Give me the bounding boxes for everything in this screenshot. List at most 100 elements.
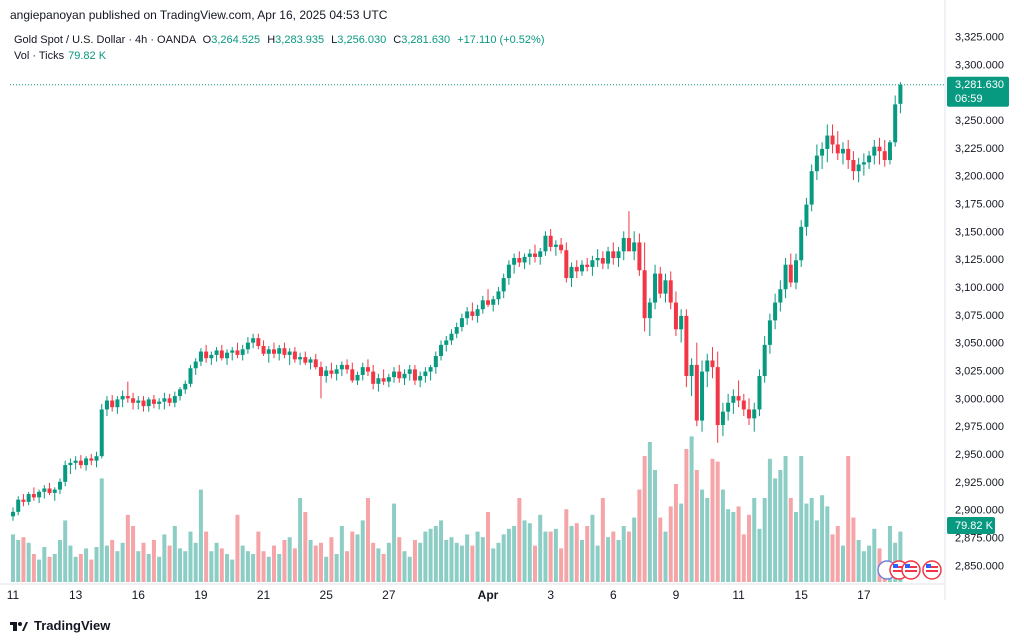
volume-bar [407, 556, 412, 582]
candle-body [11, 511, 15, 517]
candle [99, 403, 104, 459]
volume-legend: Vol · Ticks 79.82 K [14, 50, 106, 62]
price-tick-label: 3,200.000 [955, 171, 1004, 183]
volume-bar [867, 545, 872, 582]
event-markers[interactable] [877, 560, 942, 580]
symbol-name[interactable]: Gold Spot / U.S. Dollar · 4h · OANDA [14, 34, 196, 46]
volume-bar [428, 528, 433, 582]
candle [882, 140, 887, 167]
volume-bar [21, 537, 26, 582]
candle [454, 322, 459, 339]
candle-body [214, 350, 219, 355]
volume-bar [710, 458, 715, 582]
volume-bar [621, 526, 626, 582]
candle-body [157, 401, 162, 404]
candle-body [104, 400, 109, 410]
candle-body [428, 367, 433, 372]
tradingview-logo-icon [10, 621, 28, 631]
candle [757, 369, 762, 417]
volume-bar [235, 514, 240, 582]
candle [136, 396, 141, 410]
open-label: O [202, 34, 212, 46]
candle [371, 364, 376, 390]
candle-body [710, 360, 715, 368]
volume-bar [287, 537, 292, 582]
candle [851, 151, 856, 181]
candle-body [423, 371, 428, 377]
candle [569, 262, 574, 287]
volume-bar [433, 526, 438, 582]
candle-body [324, 370, 329, 377]
volume-bar [595, 545, 600, 582]
candle [298, 352, 303, 365]
candle [355, 371, 360, 385]
price-tick-label: 3,100.000 [955, 282, 1004, 294]
volume-badge-text: 79.82 K [955, 520, 994, 532]
volume-bar [788, 498, 793, 582]
volume-bar [439, 520, 444, 582]
volume-bar [225, 554, 230, 582]
candle [219, 344, 224, 361]
candle [26, 491, 31, 506]
candle [663, 273, 668, 303]
volume-bar [282, 540, 287, 582]
candle [783, 258, 788, 299]
candle-body [679, 315, 684, 330]
candle-body [720, 411, 725, 426]
volume-bar [324, 556, 329, 582]
candle [762, 335, 767, 383]
volume-bar [397, 537, 402, 582]
candle-body [465, 311, 470, 319]
candle [94, 451, 99, 468]
volume-bar [538, 514, 543, 582]
volume-bar [459, 545, 464, 582]
volume-bar [501, 534, 506, 582]
candle-body [37, 491, 42, 498]
candle [78, 455, 83, 469]
last-price-text: 3,281.630 [955, 79, 1004, 91]
volume-bar [42, 547, 47, 582]
candle [814, 144, 819, 181]
volume-bar [840, 545, 845, 582]
volume-bar [705, 498, 710, 582]
volume-bar [412, 540, 417, 582]
volume-label[interactable]: Vol · Ticks [14, 50, 65, 62]
candle [209, 351, 214, 365]
candle [292, 347, 297, 363]
candle [846, 140, 851, 169]
price-tick-label: 2,900.000 [955, 505, 1004, 517]
volume-bar [475, 531, 480, 582]
candle-body [658, 273, 663, 294]
candle [198, 348, 203, 367]
candle-body [527, 253, 532, 257]
last-price-badge: 3,281.630 06:59 [947, 76, 1009, 107]
volume-bar [825, 506, 830, 582]
candle [512, 253, 517, 274]
volume-bar [480, 537, 485, 582]
candle-body [470, 311, 475, 316]
volume-bar [339, 526, 344, 582]
volume-bar [783, 456, 788, 582]
candle-body [794, 260, 798, 283]
candle-body [867, 155, 872, 163]
volume-bar [663, 531, 668, 582]
volume-bar [684, 449, 689, 582]
volume-bar [11, 534, 15, 582]
footer-brand[interactable]: TradingView [10, 618, 110, 633]
volume-bar [491, 548, 496, 582]
candle [715, 351, 720, 443]
close-value: 3,281.630 [401, 34, 451, 46]
volume-bar [303, 512, 308, 582]
candle [804, 197, 809, 236]
candle-body [355, 374, 360, 381]
candle [318, 361, 323, 399]
time-tick-label: 19 [194, 588, 208, 602]
volume-bar [37, 559, 42, 582]
candle [89, 453, 94, 466]
candle-body [350, 369, 355, 381]
volume-bar [266, 556, 271, 582]
candle [830, 124, 835, 154]
volume-bar [157, 556, 162, 582]
candle-body [308, 359, 313, 363]
